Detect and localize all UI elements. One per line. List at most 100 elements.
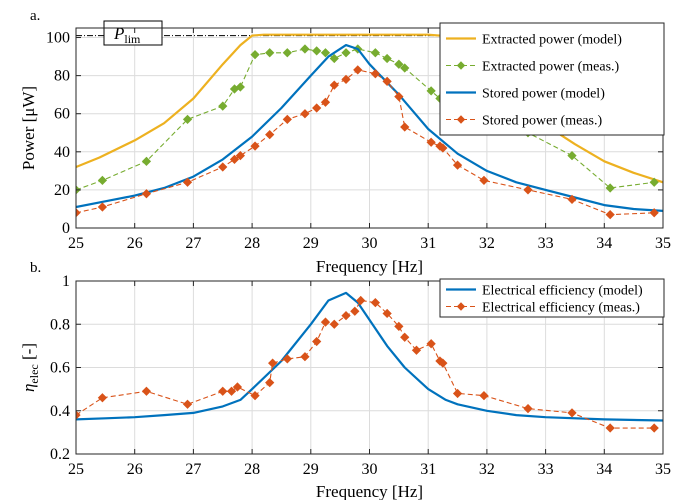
data-point-4: [312, 103, 322, 113]
data-point-4: [76, 208, 81, 218]
data-point-2: [400, 332, 410, 342]
plim-sub: lim: [124, 32, 141, 46]
x-tick-label: 27: [185, 235, 201, 252]
data-point-2: [329, 53, 339, 64]
data-point-4: [523, 185, 533, 195]
y-tick-label: 80: [54, 68, 70, 85]
y-label-sub: elec: [27, 364, 41, 383]
data-point-4: [265, 130, 275, 140]
data-point-4: [320, 97, 331, 107]
data-point-2: [320, 317, 331, 327]
series-line-2: [76, 299, 655, 429]
x-tick-label: 35: [655, 235, 671, 252]
data-point-2: [370, 48, 380, 58]
data-point-2: [265, 378, 275, 388]
data-point-4: [649, 208, 659, 218]
x-tick-label: 29: [303, 461, 319, 478]
data-point-2: [250, 50, 260, 60]
data-point-2: [320, 48, 331, 58]
data-point-2: [350, 306, 360, 316]
data-point-4: [97, 202, 108, 212]
legend-label: Stored power (model): [482, 87, 605, 102]
data-point-2: [218, 386, 228, 396]
data-point-2: [523, 403, 533, 414]
legend-label: Electrical efficiency (meas.): [482, 301, 640, 316]
data-point-2: [382, 308, 392, 319]
y-tick-label: 0.4: [50, 403, 70, 420]
data-point-4: [218, 162, 228, 172]
data-point-4: [382, 76, 392, 86]
x-tick-label: 35: [655, 461, 671, 478]
legend-box: [439, 22, 665, 136]
data-point-4: [605, 210, 615, 220]
legend-marker: [456, 302, 466, 311]
data-point-2: [452, 388, 463, 399]
data-point-2: [605, 423, 615, 433]
y-axis-label: ηelec [-]: [19, 343, 41, 392]
data-point-2: [182, 114, 193, 125]
y-axis-label: Power [μW]: [19, 86, 38, 170]
y-tick-label: 0: [62, 220, 70, 237]
data-point-2: [218, 101, 228, 111]
data-point-2: [394, 321, 404, 332]
data-point-2: [479, 390, 489, 401]
data-point-4: [353, 65, 363, 75]
x-axis-label: Frequency [Hz]: [316, 257, 423, 276]
data-point-2: [341, 48, 351, 58]
series-group: [76, 291, 663, 433]
x-axis-label: Frequency [Hz]: [316, 482, 423, 500]
legend-label: Extracted power (model): [482, 33, 622, 48]
series-line-3: [76, 43, 663, 212]
legend-label: Stored power (meas.): [482, 114, 602, 129]
data-point-4: [452, 160, 463, 170]
x-tick-label: 25: [68, 461, 84, 478]
data-point-4: [300, 109, 310, 119]
data-point-2: [282, 48, 292, 58]
x-tick-label: 28: [244, 461, 260, 478]
x-tick-label: 32: [479, 235, 495, 252]
y-tick-label: 20: [54, 182, 70, 199]
x-tick-label: 31: [420, 235, 436, 252]
data-point-2: [300, 352, 310, 362]
data-point-2: [394, 59, 404, 69]
data-point-2: [400, 63, 410, 73]
y-tick-label: 40: [54, 144, 70, 161]
series-line-1: [76, 291, 663, 422]
x-tick-label: 34: [596, 461, 612, 478]
y-tick-label: 0.6: [50, 360, 70, 377]
y-tick-label: 60: [54, 106, 70, 123]
data-point-2: [232, 382, 243, 392]
x-tick-label: 29: [303, 235, 319, 252]
data-point-4: [370, 69, 380, 79]
data-point-2: [141, 156, 152, 166]
x-tick-label: 30: [362, 235, 378, 252]
legend: Electrical efficiency (model) Electrical …: [439, 278, 665, 318]
data-point-4: [235, 150, 245, 161]
data-point-2: [141, 386, 152, 396]
y-label-unit: [-]: [19, 343, 38, 364]
data-point-4: [394, 91, 404, 102]
plim-box: [103, 20, 163, 46]
data-point-4: [229, 154, 240, 165]
data-point-2: [356, 295, 366, 306]
data-point-4: [250, 141, 260, 151]
legend-label: Electrical efficiency (model): [482, 284, 643, 299]
data-point-2: [268, 358, 278, 368]
data-point-2: [226, 386, 237, 396]
data-point-2: [426, 86, 436, 96]
data-point-2: [97, 175, 108, 186]
data-point-2: [235, 82, 245, 92]
data-point-4: [182, 177, 193, 187]
x-tick-label: 31: [420, 461, 436, 478]
data-point-4: [341, 74, 351, 85]
legend-marker: [456, 115, 466, 124]
y-label-base: η: [19, 384, 38, 392]
data-point-2: [250, 390, 260, 401]
panel-b: 25 26 27 28 29 30 31 32 33 34 35 0.2 0.4 0.6 0.8 1 b. Fre…: [19, 260, 671, 500]
legend-box: [439, 278, 665, 318]
y-tick-label: 0.8: [50, 316, 70, 333]
plim-base: P: [113, 24, 124, 43]
legend-marker: [456, 61, 466, 70]
data-point-2: [282, 354, 292, 364]
